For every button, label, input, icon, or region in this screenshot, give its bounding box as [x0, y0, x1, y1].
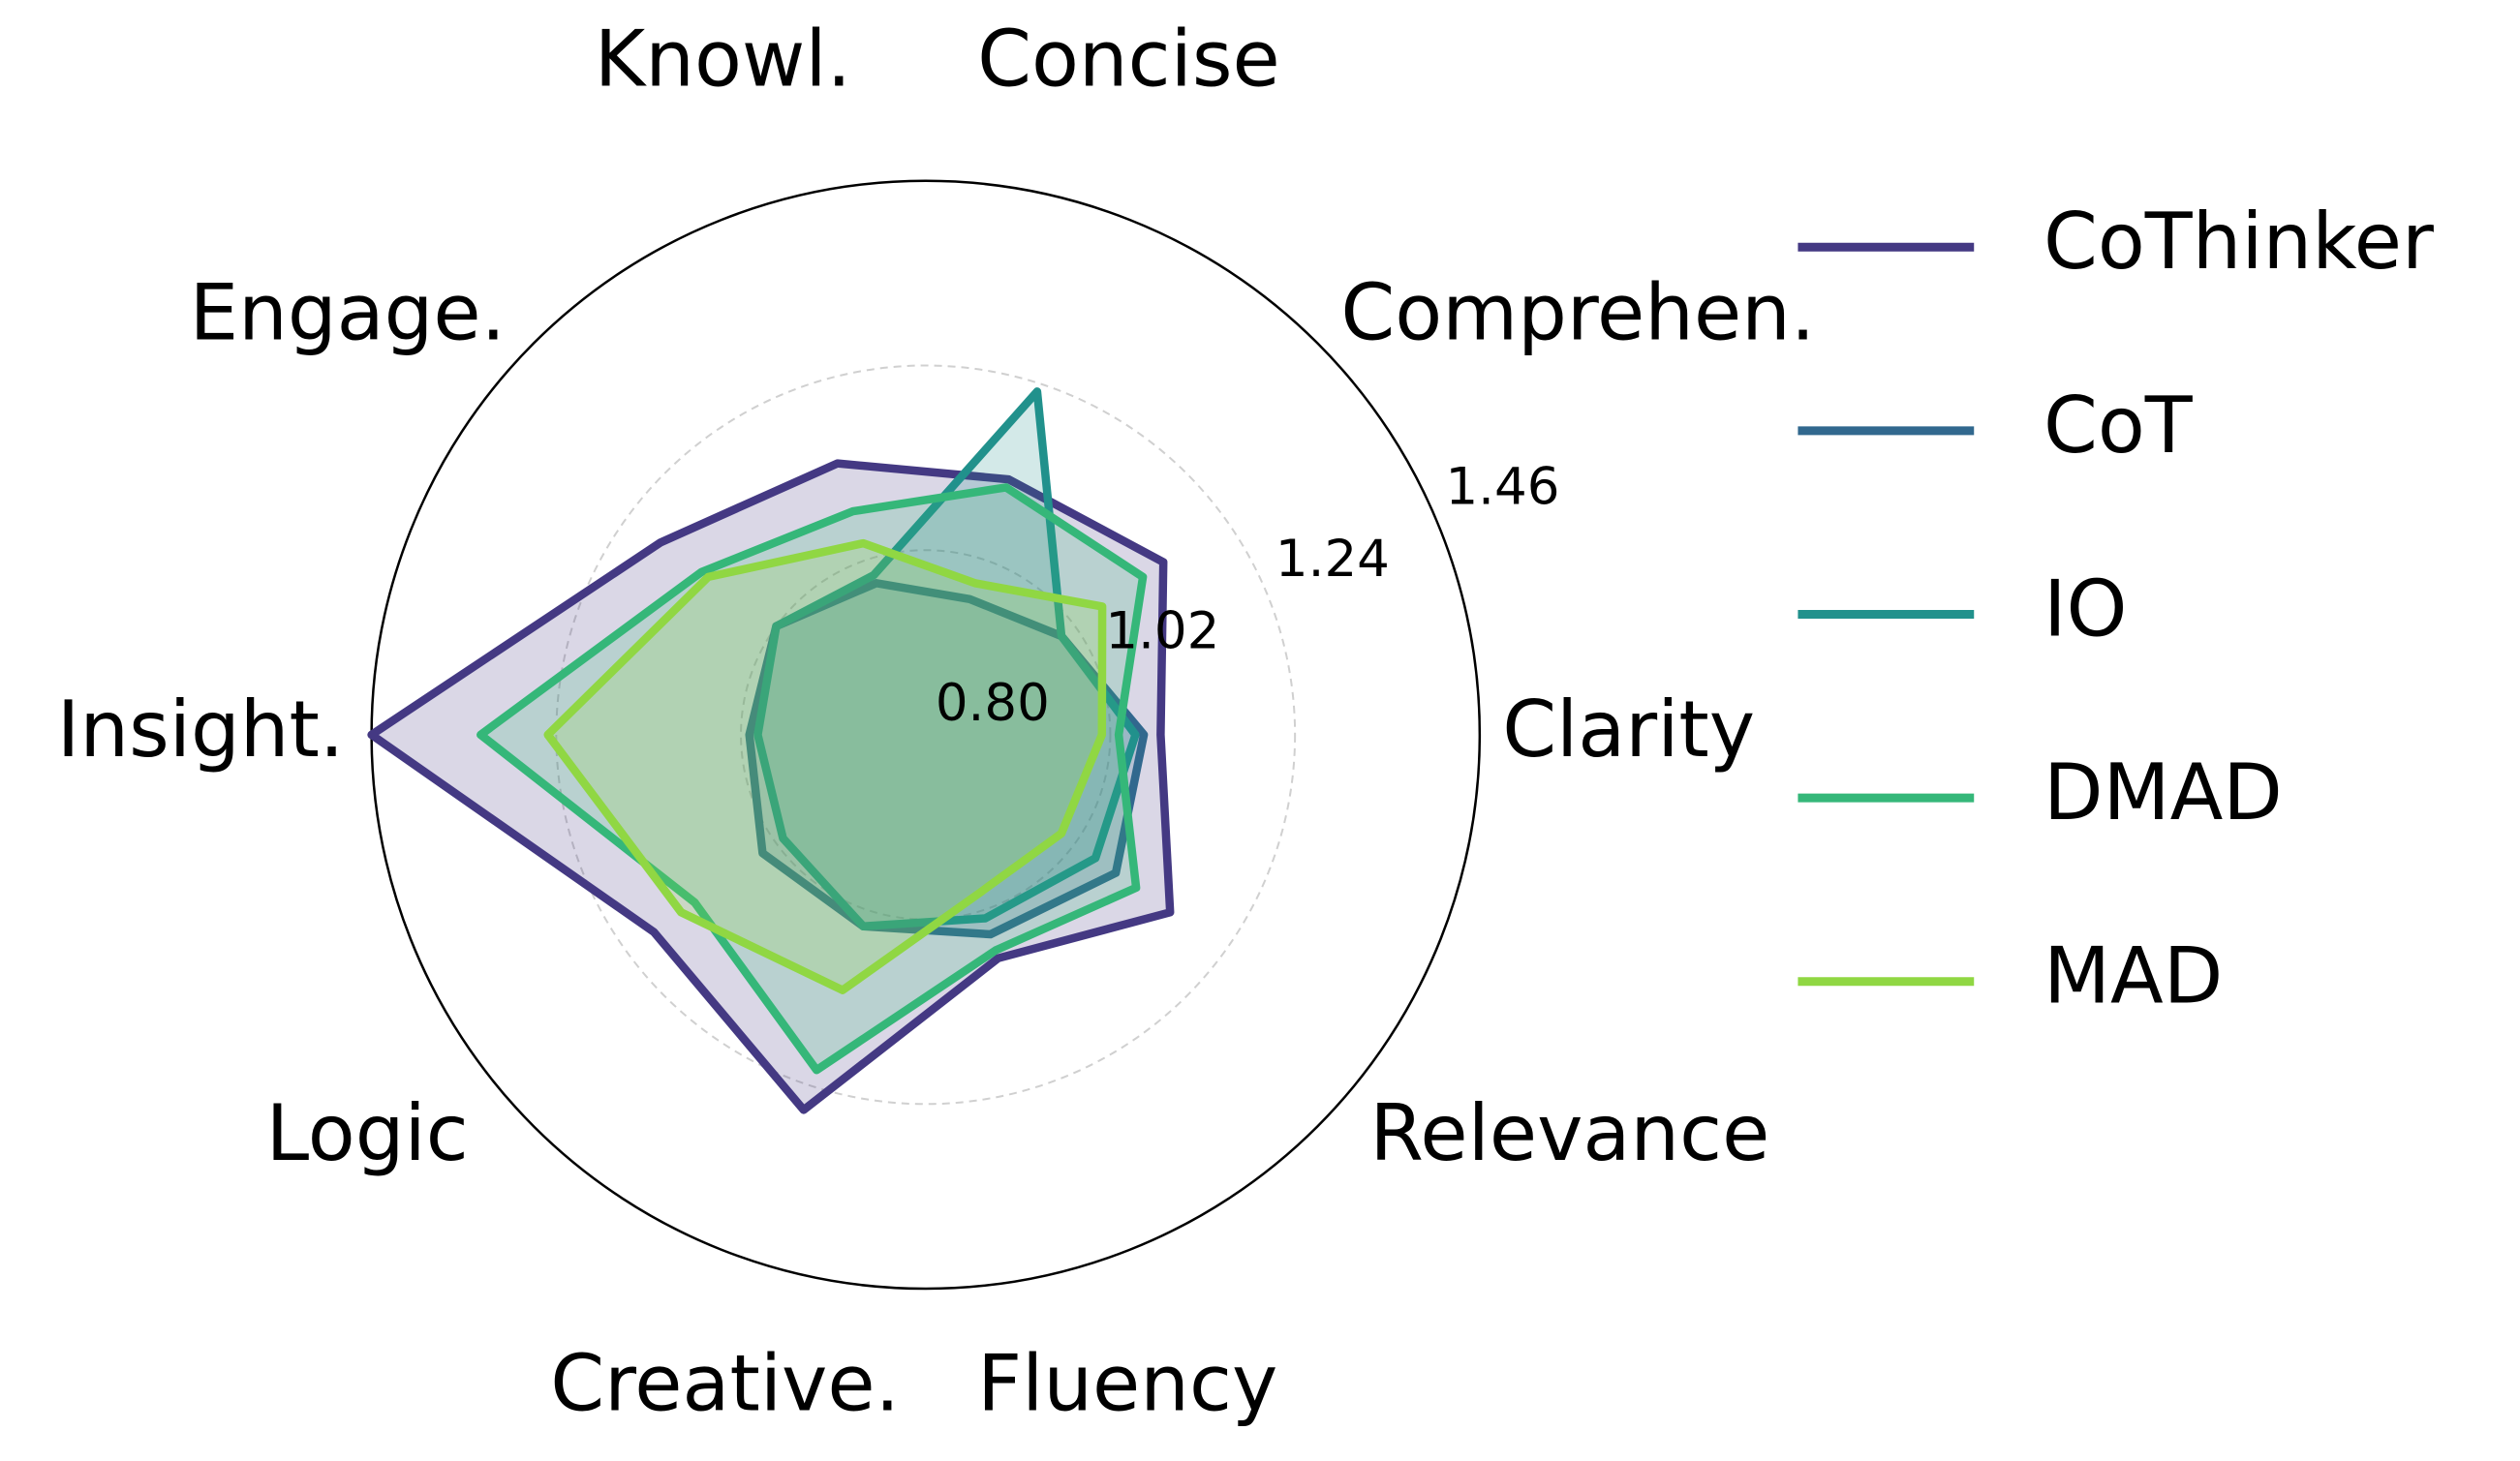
- series-line: [476, 483, 1148, 1075]
- legend-label: CoThinker: [2044, 197, 2434, 287]
- category-label: Knowl.: [595, 15, 851, 105]
- category-label: Engage.: [190, 268, 506, 358]
- y-tick-label: 0.80: [936, 674, 1050, 733]
- series-area: [547, 543, 1103, 990]
- category-label: Fluency: [977, 1338, 1277, 1428]
- series-line: [543, 538, 1107, 994]
- legend-label: IO: [2044, 563, 2128, 654]
- series-line: [745, 579, 1149, 939]
- series-line: [753, 387, 1140, 931]
- category-label: Creative.: [550, 1338, 900, 1428]
- grid-circle: [555, 364, 1297, 1106]
- category-label: Logic: [266, 1088, 469, 1178]
- category-label: Concise: [977, 15, 1280, 105]
- category-label: Clarity: [1502, 685, 1755, 775]
- series-line: [367, 459, 1175, 1114]
- legend-label: CoT: [2044, 380, 2194, 471]
- y-tick-label: 1.46: [1445, 458, 1559, 517]
- legend-label: MAD: [2044, 931, 2223, 1021]
- category-label: Comprehen.: [1340, 268, 1815, 358]
- category-label: Insight.: [57, 685, 344, 775]
- series-area: [757, 391, 1136, 927]
- y-tick-label: 1.02: [1105, 602, 1219, 661]
- y-tick-label: 1.24: [1275, 530, 1390, 589]
- category-label: Relevance: [1369, 1088, 1769, 1178]
- legend-label: DMAD: [2044, 747, 2283, 837]
